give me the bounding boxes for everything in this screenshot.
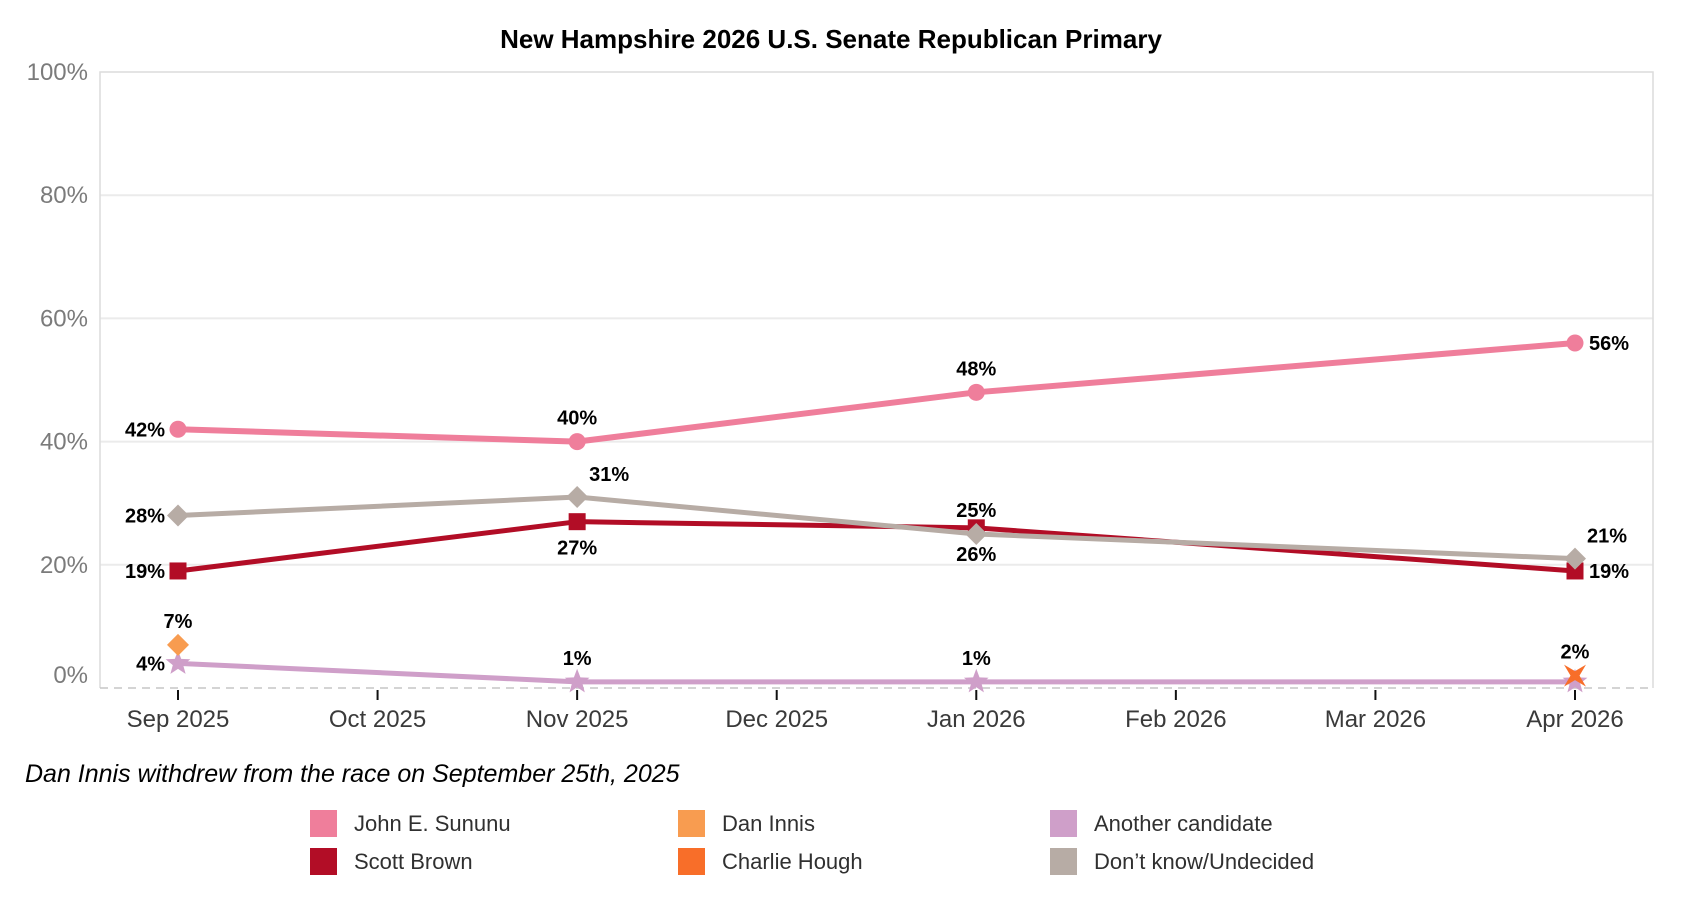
data-point-label: 1% (563, 648, 592, 670)
data-point-label: 19% (1589, 561, 1629, 583)
data-point-label: 40% (557, 408, 597, 430)
data-point-label: 7% (164, 611, 193, 633)
x-axis-tick-label: Mar 2026 (1325, 706, 1426, 733)
data-point-label: 42% (125, 419, 165, 441)
series-marker (1564, 664, 1586, 687)
y-axis-tick-label: 0% (53, 662, 88, 689)
data-point-label: 4% (136, 653, 165, 675)
y-axis-tick-label: 40% (40, 429, 88, 456)
x-axis-tick-label: Jan 2026 (927, 706, 1026, 733)
y-axis-tick-label: 80% (40, 182, 88, 209)
series-marker (566, 486, 589, 509)
data-point-label: 25% (956, 500, 996, 522)
series-marker (167, 633, 189, 656)
data-point-label: 19% (125, 561, 165, 583)
series-marker (1566, 334, 1584, 352)
data-point-label: 26% (956, 544, 996, 566)
series-marker (568, 513, 586, 531)
x-axis-tick-label: Feb 2026 (1125, 706, 1226, 733)
series-marker (564, 668, 590, 693)
series-marker (169, 420, 187, 438)
y-axis-tick-label: 100% (27, 59, 88, 86)
x-axis-tick-label: Nov 2025 (526, 706, 629, 733)
data-point-label: 28% (125, 506, 165, 528)
data-point-label: 31% (589, 464, 629, 486)
x-axis-tick-label: Apr 2026 (1526, 706, 1623, 733)
chart-note: Dan Innis withdrew from the race on Sept… (25, 760, 680, 788)
series-marker (963, 668, 989, 693)
series-line-john-e-sununu (175, 340, 1578, 445)
series-marker (1566, 562, 1584, 580)
data-point-label: 1% (962, 648, 991, 670)
y-axis-tick-label: 60% (40, 305, 88, 332)
x-axis-tick-label: Dec 2025 (725, 706, 828, 733)
x-axis-tick-label: Sep 2025 (127, 706, 230, 733)
data-point-label: 21% (1587, 526, 1627, 548)
plot-border (99, 71, 1654, 688)
series-line-another-candidate (175, 660, 1578, 685)
chart-title: New Hampshire 2026 U.S. Senate Republica… (500, 24, 1162, 54)
series-marker (967, 383, 985, 401)
series-marker (1562, 668, 1588, 693)
series-marker (165, 650, 191, 674)
data-point-label: 2% (1561, 642, 1590, 664)
series-line-scott-brown (175, 519, 1578, 574)
series-line-don-t-know-undecided (175, 494, 1578, 562)
series-marker (169, 562, 187, 580)
x-axis-tick-label: Oct 2025 (329, 706, 426, 733)
series-marker (965, 523, 988, 545)
data-point-label: 56% (1589, 333, 1629, 355)
data-point-label: 27% (557, 538, 597, 560)
y-axis-tick-label: 20% (40, 552, 88, 579)
series-marker (1564, 547, 1586, 570)
series-marker (167, 504, 189, 527)
series-marker (568, 433, 586, 451)
data-point-label: 48% (956, 358, 996, 380)
